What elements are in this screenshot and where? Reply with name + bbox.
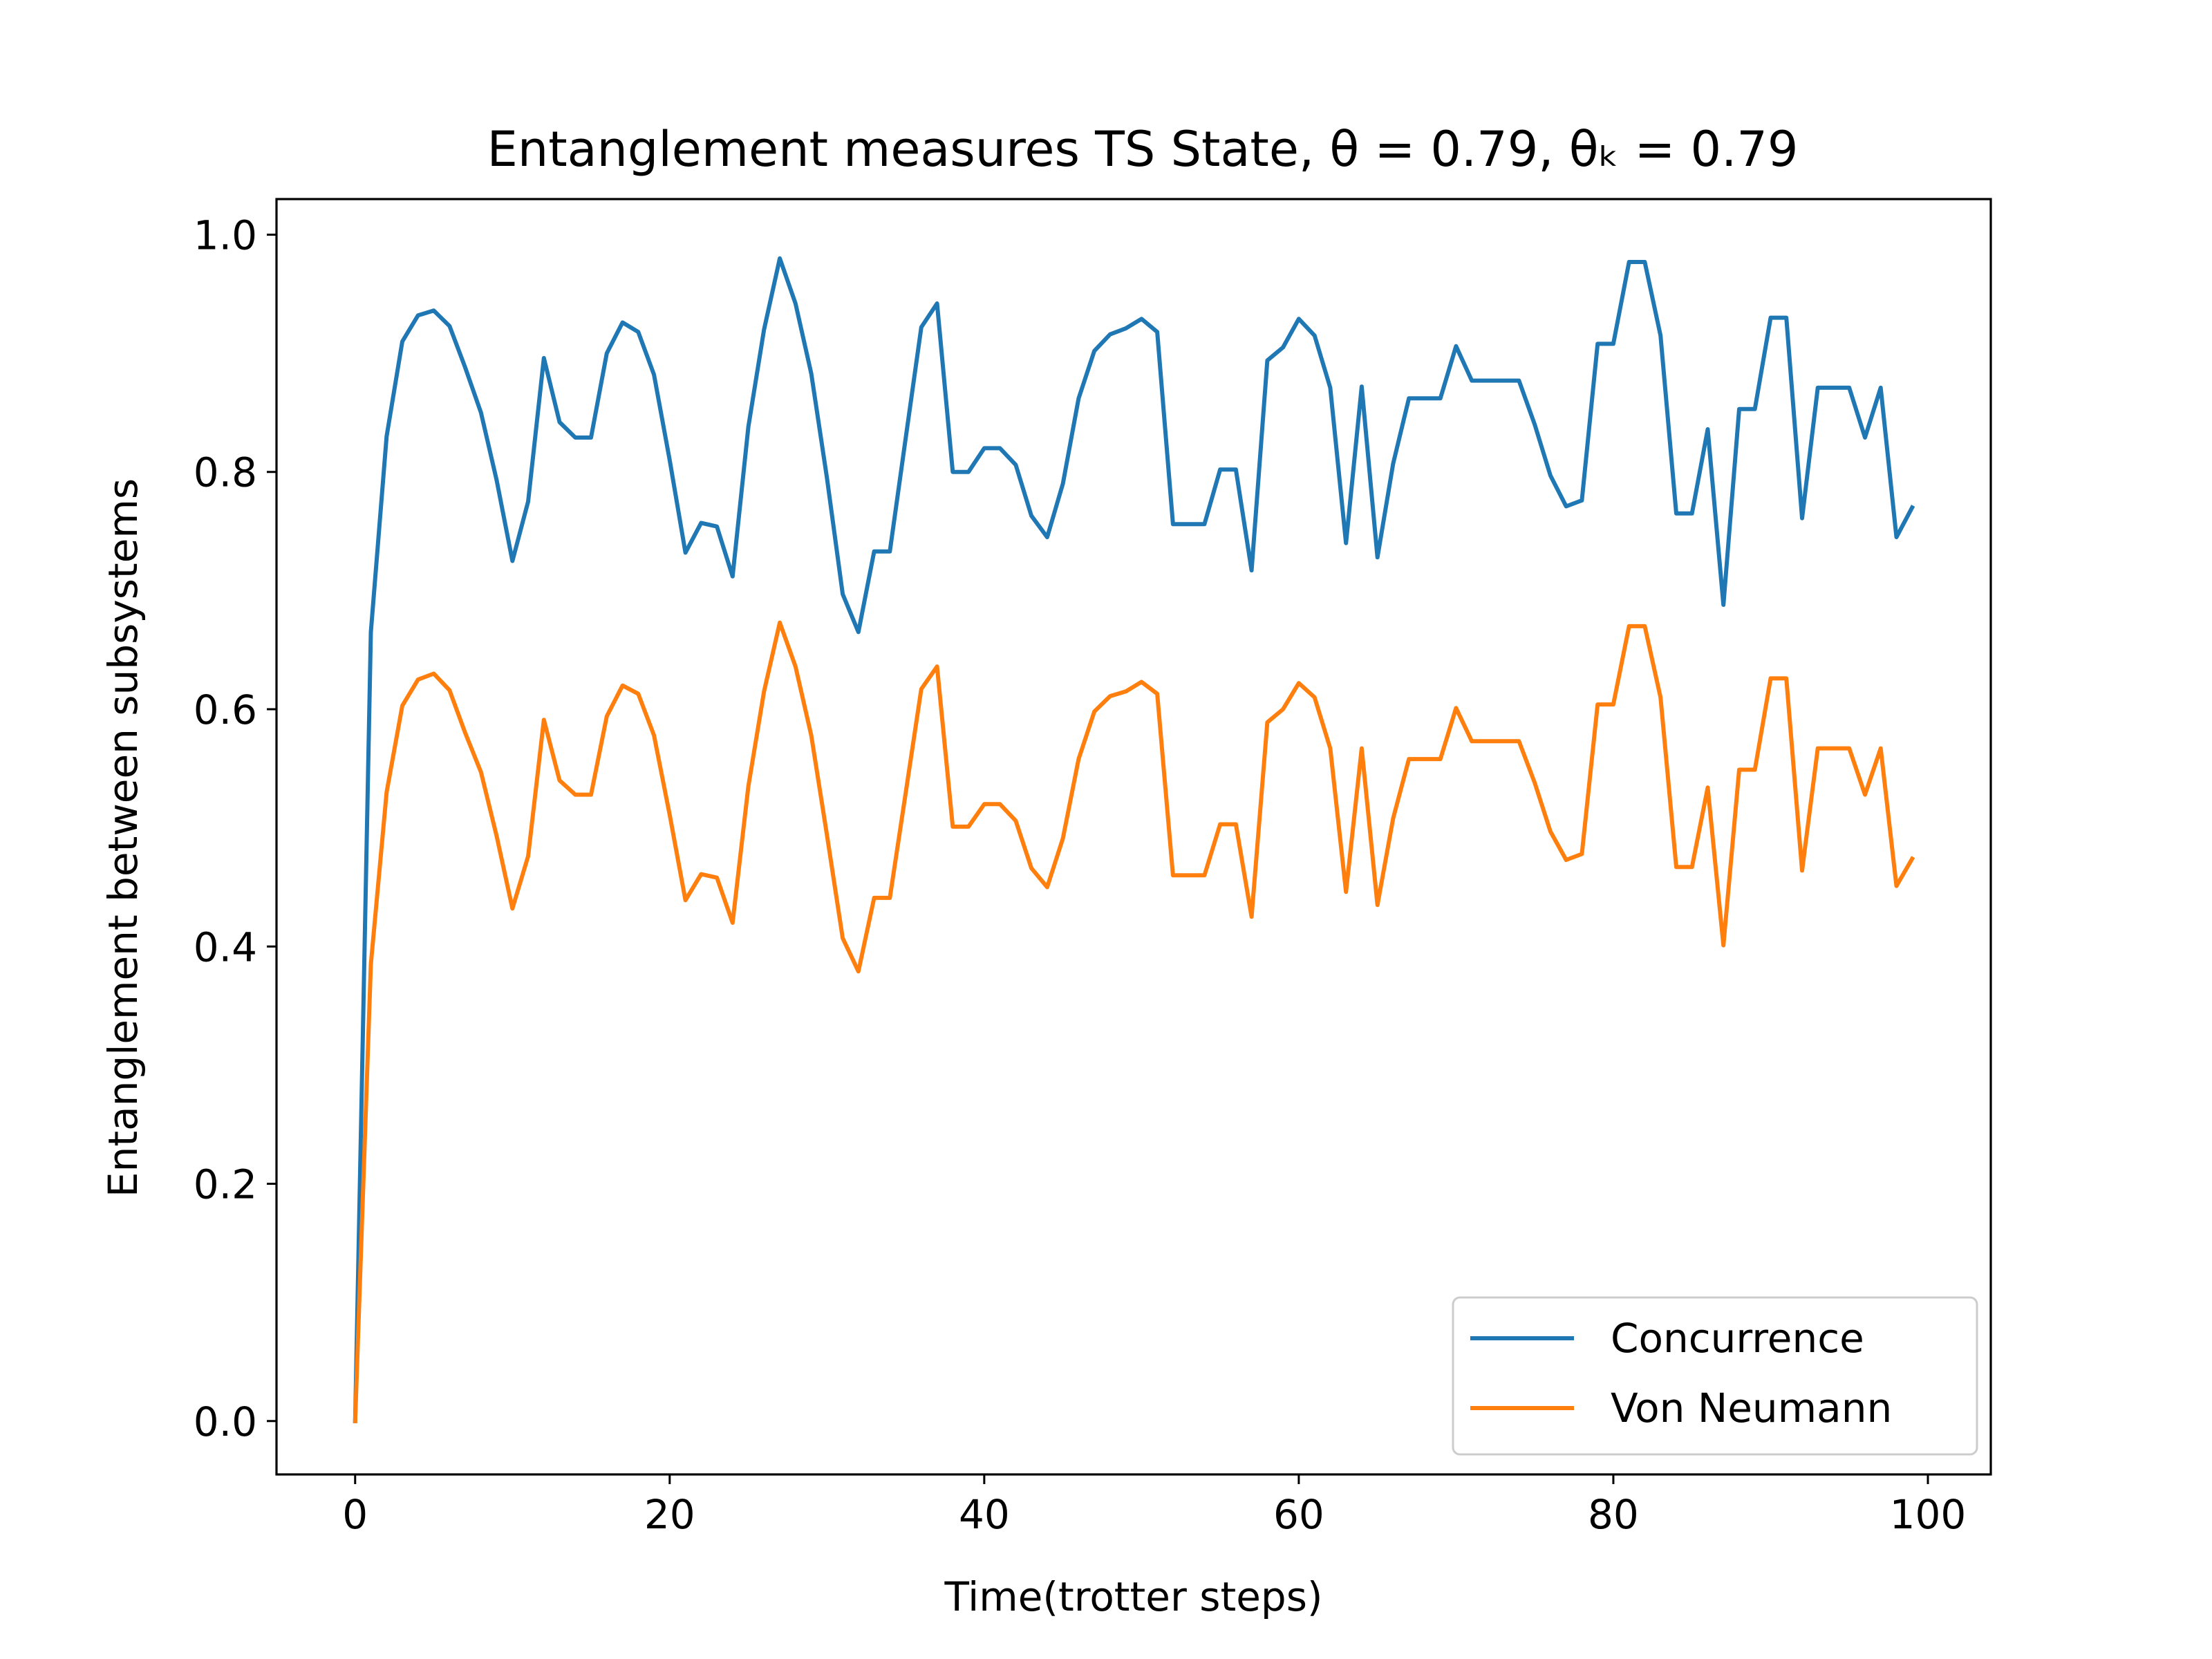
legend-box [1452,1296,1978,1456]
plot-area [275,198,1992,1476]
x-tick-label: 40 [959,1491,1010,1538]
y-axis: 0.0 0.2 0.4 0.6 0.8 1.0 [194,212,276,1445]
y-axis-label: Entanglement between subsystems [100,478,147,1197]
series-line-concurrence [353,256,1915,1423]
x-tick-label: 20 [644,1491,695,1538]
y-tick-label: 0.4 [194,924,257,971]
y-tick-label: 0.6 [194,686,257,733]
plot-frame [275,198,1992,1476]
legend: Concurrence Von Neumann [1452,1296,1978,1456]
x-tick-label: 80 [1588,1491,1639,1538]
x-tick-label: 60 [1273,1491,1324,1538]
x-tick-label: 0 [342,1491,368,1538]
series-line-von-neumann [353,620,1915,1423]
series-layer [353,256,1915,1423]
legend-label-concurrence: Concurrence [1611,1315,1864,1362]
y-tick-label: 1.0 [194,212,257,259]
chart-title: Entanglement measures TS State, θ = 0.79… [487,121,1799,178]
legend-label-von-neumann: Von Neumann [1611,1385,1892,1432]
y-tick-label: 0.0 [194,1398,257,1445]
x-axis: 0 20 40 60 80 100 [342,1474,1966,1538]
x-tick-label: 100 [1890,1491,1967,1538]
y-tick-label: 0.8 [194,449,257,496]
x-axis-label: Time(trotter steps) [944,1573,1322,1620]
y-tick-label: 0.2 [194,1161,257,1208]
